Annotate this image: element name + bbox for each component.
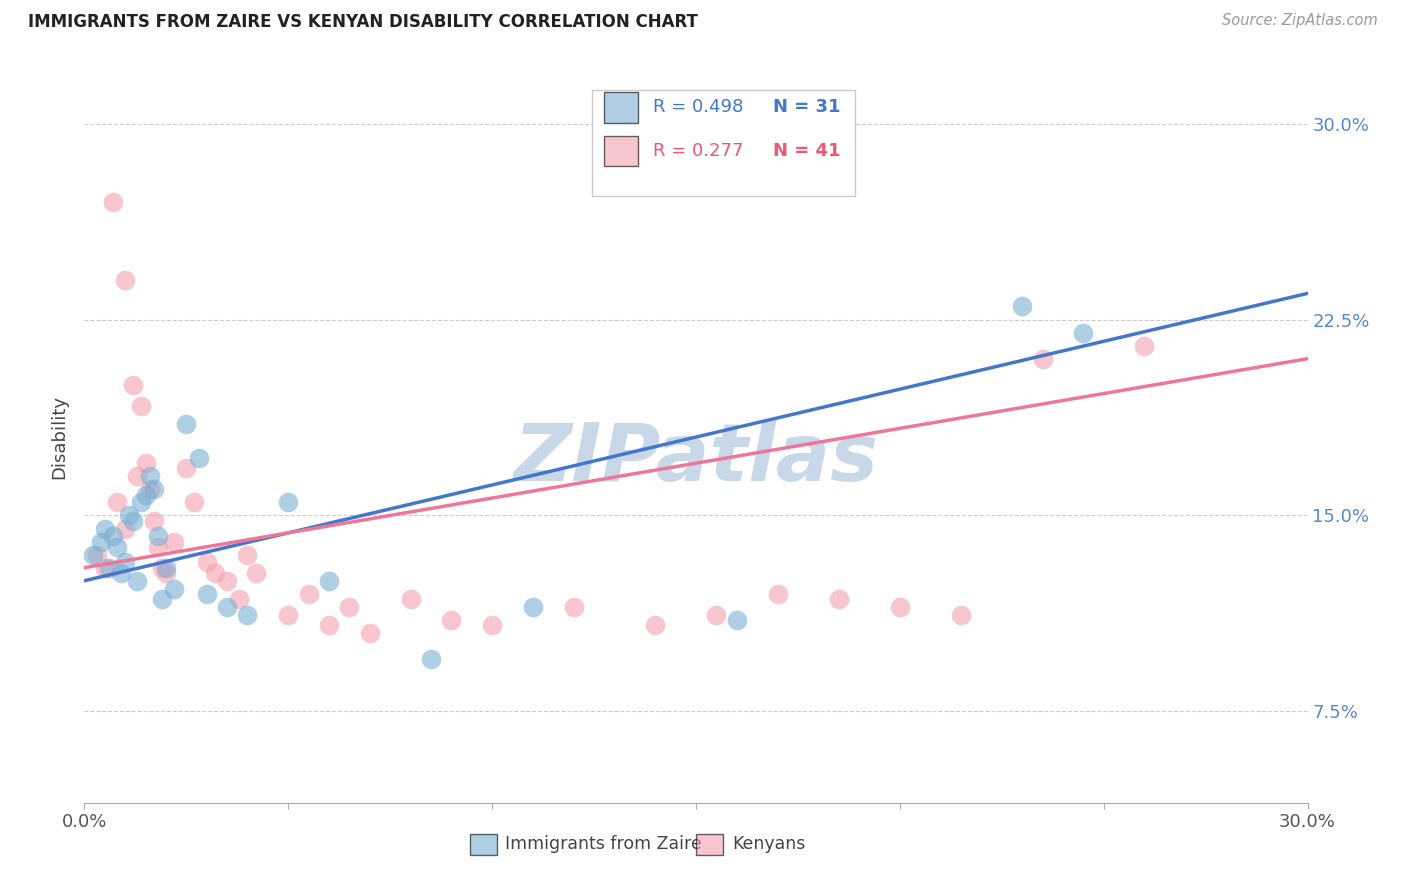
Point	[236, 548, 259, 562]
Point	[522, 599, 544, 614]
Point	[195, 556, 218, 570]
Point	[204, 566, 226, 580]
FancyBboxPatch shape	[696, 833, 723, 855]
Text: N = 41: N = 41	[773, 142, 841, 160]
Point	[277, 495, 299, 509]
Point	[82, 548, 104, 562]
Point	[217, 574, 239, 588]
Point	[146, 529, 169, 543]
Point	[138, 469, 160, 483]
Point	[183, 495, 205, 509]
Point	[163, 582, 186, 596]
Point	[298, 587, 321, 601]
Point	[440, 613, 463, 627]
Point	[122, 514, 145, 528]
FancyBboxPatch shape	[605, 136, 638, 167]
Point	[187, 450, 209, 465]
Point	[105, 495, 128, 509]
Point	[146, 540, 169, 554]
Text: R = 0.498: R = 0.498	[654, 98, 744, 116]
Point	[150, 560, 173, 574]
Point	[138, 483, 160, 497]
Point	[174, 417, 197, 431]
Point	[339, 599, 361, 614]
Point	[481, 618, 503, 632]
Point	[155, 566, 177, 580]
FancyBboxPatch shape	[592, 90, 855, 195]
Point	[725, 613, 748, 627]
Point	[86, 548, 108, 562]
Point	[1133, 338, 1156, 352]
Point	[127, 469, 149, 483]
Point	[644, 618, 666, 632]
Point	[1073, 326, 1095, 340]
Point	[562, 599, 585, 614]
Point	[90, 534, 112, 549]
Point	[889, 599, 911, 614]
Text: Kenyans: Kenyans	[733, 836, 806, 854]
Point	[318, 574, 340, 588]
Point	[135, 487, 157, 501]
Text: Source: ZipAtlas.com: Source: ZipAtlas.com	[1222, 13, 1378, 29]
Text: IMMIGRANTS FROM ZAIRE VS KENYAN DISABILITY CORRELATION CHART: IMMIGRANTS FROM ZAIRE VS KENYAN DISABILI…	[28, 13, 697, 31]
Point	[277, 607, 299, 622]
Point	[195, 587, 218, 601]
Text: ZIPatlas: ZIPatlas	[513, 420, 879, 498]
Point	[110, 566, 132, 580]
Text: N = 31: N = 31	[773, 98, 841, 116]
Point	[228, 592, 250, 607]
FancyBboxPatch shape	[470, 833, 496, 855]
Point	[131, 399, 153, 413]
Point	[101, 529, 124, 543]
Point	[318, 618, 340, 632]
Point	[93, 521, 115, 535]
Point	[101, 194, 124, 209]
Point	[155, 560, 177, 574]
Point	[1032, 351, 1054, 366]
Point	[706, 607, 728, 622]
FancyBboxPatch shape	[605, 92, 638, 122]
Point	[828, 592, 851, 607]
Text: R = 0.277: R = 0.277	[654, 142, 744, 160]
Point	[359, 626, 381, 640]
Point	[105, 540, 128, 554]
Point	[174, 461, 197, 475]
Point	[93, 560, 115, 574]
Point	[114, 556, 136, 570]
Point	[150, 592, 173, 607]
Point	[163, 534, 186, 549]
Point	[97, 560, 120, 574]
Point	[399, 592, 422, 607]
Point	[122, 377, 145, 392]
Point	[766, 587, 789, 601]
Point	[114, 273, 136, 287]
Point	[142, 514, 165, 528]
Point	[217, 599, 239, 614]
Y-axis label: Disability: Disability	[51, 395, 69, 479]
Point	[114, 521, 136, 535]
Point	[420, 652, 443, 666]
Point	[127, 574, 149, 588]
Point	[245, 566, 267, 580]
Point	[236, 607, 259, 622]
Point	[135, 456, 157, 470]
Point	[950, 607, 973, 622]
Point	[131, 495, 153, 509]
Point	[118, 508, 141, 523]
Point	[142, 483, 165, 497]
Point	[1011, 300, 1033, 314]
Text: Immigrants from Zaire: Immigrants from Zaire	[505, 836, 702, 854]
